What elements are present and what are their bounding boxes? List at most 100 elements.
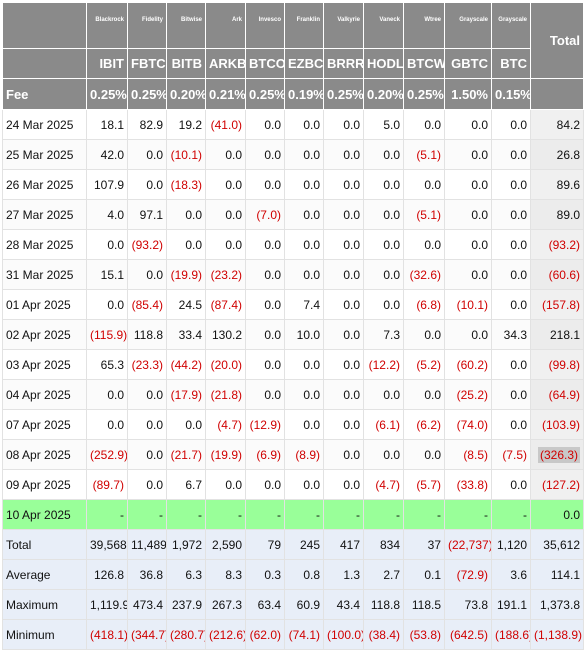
row-label-text: 28 Mar 2025 (6, 237, 74, 252)
total-cell-text: (60.6) (548, 267, 580, 282)
fee-cell: 1.50% (444, 78, 492, 110)
value-cell: 2.7 (363, 559, 404, 590)
value-cell-text: 237.9 (171, 597, 202, 612)
value-cell: 65.3 (86, 349, 128, 380)
total-cell: 84.2 (530, 109, 584, 140)
fee-cell-text: 0.15% (495, 86, 531, 102)
value-cell-text: (89.7) (92, 477, 124, 492)
value-cell-text: 0.0 (225, 477, 242, 492)
value-cell: 7.4 (284, 289, 324, 320)
value-cell-text: 0.0 (510, 387, 527, 402)
value-cell: - (284, 499, 324, 530)
value-cell-text: 130.2 (211, 327, 242, 342)
value-cell: - (403, 499, 445, 530)
value-cell-text: 417 (339, 537, 360, 552)
value-cell-text: 2,590 (211, 537, 242, 552)
value-cell: (6.1) (363, 409, 404, 440)
ticker-cell: BRRR (323, 48, 364, 79)
data-row: 04 Apr 2025 0.0 0.0 (17.9) (21.8) 0.0 0.0 0.0 0.… (2, 379, 584, 410)
issuer-cell-text: Fidelity (141, 17, 163, 23)
value-cell-text: 0.0 (343, 267, 360, 282)
value-cell-text: (33.8) (456, 477, 488, 492)
value-cell: 0.0 (127, 409, 167, 440)
value-cell: 118.5 (403, 589, 445, 620)
value-cell: (19.9) (205, 439, 246, 470)
issuer-cell-text: Valkyrie (337, 17, 360, 23)
value-cell-text: 33.4 (178, 327, 202, 342)
value-cell: 0.0 (86, 409, 128, 440)
value-cell-text: 0.0 (146, 387, 163, 402)
total-cell-text: (157.8) (541, 297, 580, 312)
value-cell-text: 0.0 (303, 117, 320, 132)
value-cell-text: (19.9) (170, 267, 202, 282)
value-cell: (21.7) (166, 439, 206, 470)
ticker-cell: EZBC (284, 48, 324, 79)
value-cell-text: 1.3 (343, 567, 360, 582)
row-label: 31 Mar 2025 (2, 259, 87, 290)
value-cell-text: 0.0 (264, 477, 281, 492)
value-cell-text: (7.5) (502, 447, 527, 462)
value-cell-text: 0.0 (264, 117, 281, 132)
value-cell-text: 0.0 (264, 147, 281, 162)
value-cell: (72.9) (444, 559, 492, 590)
value-cell-text: - (484, 507, 488, 522)
value-cell: 0.0 (444, 319, 492, 350)
value-cell-text: 6.7 (185, 477, 202, 492)
total-cell-text: (64.9) (548, 387, 580, 402)
value-cell-text: 473.4 (132, 597, 163, 612)
value-cell-text: 65.3 (100, 357, 124, 372)
row-label-text: 04 Apr 2025 (6, 387, 71, 402)
value-cell: (18.3) (166, 169, 206, 200)
value-cell-text: (44.2) (170, 357, 202, 372)
value-cell: - (444, 499, 492, 530)
value-cell: (4.7) (205, 409, 246, 440)
value-cell: 0.0 (284, 349, 324, 380)
issuer-cell-text: Vaneck (379, 17, 400, 23)
value-cell: 126.8 (86, 559, 128, 590)
value-cell: - (245, 499, 285, 530)
value-cell: 0.0 (403, 169, 445, 200)
value-cell-text: 0.0 (343, 177, 360, 192)
value-cell: 118.8 (127, 319, 167, 350)
fee-cell-text: 0.20% (367, 86, 404, 102)
value-cell: (642.5) (444, 619, 492, 650)
total-cell-text: (103.9) (541, 417, 580, 432)
value-cell: (74.0) (444, 409, 492, 440)
value-cell-text: - (238, 507, 242, 522)
value-cell: 0.0 (403, 439, 445, 470)
value-cell-text: 0.0 (185, 237, 202, 252)
value-cell-text: (32.6) (409, 267, 441, 282)
value-cell-text: 0.0 (424, 447, 441, 462)
value-cell-text: 34.3 (503, 327, 527, 342)
value-cell-text: (23.2) (210, 267, 242, 282)
value-cell-text: (8.9) (295, 447, 320, 462)
data-row: 01 Apr 2025 0.0 (85.4) 24.5 (87.4) 0.0 7.4 0.0 0… (2, 289, 584, 320)
issuer-cell-text: Bitwise (180, 17, 202, 23)
ticker-cell-text: BITB (171, 56, 202, 71)
value-cell: 63.4 (245, 589, 285, 620)
value-cell-text: 0.0 (343, 417, 360, 432)
value-cell-text: 82.9 (139, 117, 163, 132)
value-cell-text: 0.0 (510, 207, 527, 222)
value-cell: 39,568 (86, 529, 128, 560)
issuer-cell: Wtree (403, 2, 445, 49)
value-cell: 8.3 (205, 559, 246, 590)
value-cell-text: (41.0) (210, 117, 242, 132)
value-cell: (344.7) (127, 619, 167, 650)
value-cell: 0.0 (205, 229, 246, 260)
value-cell-text: 0.0 (424, 327, 441, 342)
value-cell: 0.0 (284, 379, 324, 410)
value-cell-text: (6.8) (416, 297, 441, 312)
value-cell: 0.0 (205, 169, 246, 200)
value-cell: 1,972 (166, 529, 206, 560)
row-label-text: Total (6, 537, 32, 552)
value-cell: 0.0 (491, 409, 531, 440)
value-cell: 0.0 (403, 229, 445, 260)
value-cell-text: 0.0 (343, 297, 360, 312)
total-cell-text: 35,612 (543, 537, 580, 552)
ticker-cell: HODL (363, 48, 404, 79)
value-cell-text: 0.0 (264, 387, 281, 402)
value-cell-text: (72.9) (456, 567, 488, 582)
ticker-cell: ARKB (205, 48, 246, 79)
